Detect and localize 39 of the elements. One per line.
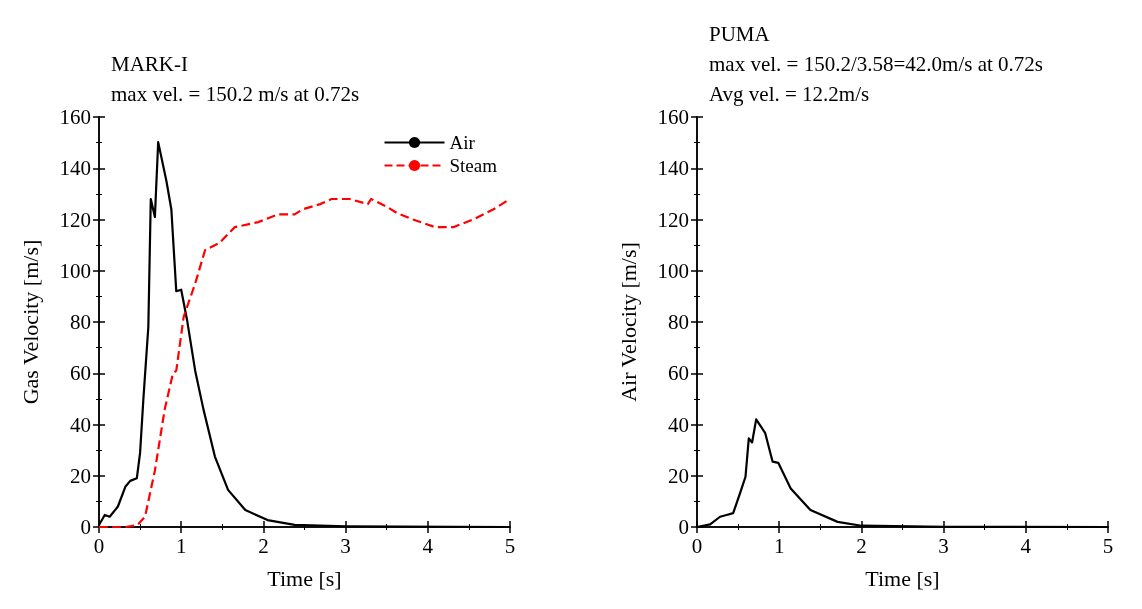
y-tick-label: 140 <box>59 156 91 181</box>
y-tick-label: 40 <box>668 412 689 437</box>
text: Avg vel. = 12.2m/s <box>709 81 870 106</box>
chart-title: MARK-I <box>111 51 188 76</box>
y-tick-label: 20 <box>70 463 91 488</box>
y-tick-label: 20 <box>668 463 689 488</box>
chart-title: PUMA <box>709 21 771 46</box>
y-tick-label: 60 <box>668 361 689 386</box>
x-tick-label: 2 <box>258 533 269 558</box>
x-tick-label: 5 <box>1102 533 1114 558</box>
y-tick-label: 0 <box>80 515 91 539</box>
x-tick-label: 1 <box>773 533 785 558</box>
y-tick-label: 100 <box>59 258 91 283</box>
x-axis-title: Time [s] <box>865 565 940 591</box>
x-tick-label: 3 <box>938 533 949 558</box>
y-axis-title: Gas Velocity [m/s] <box>17 239 43 405</box>
y-tick-label: 100 <box>657 258 689 283</box>
x-tick-label: 5 <box>504 533 516 558</box>
y-axis-title: Air Velocity [m/s] <box>615 242 641 402</box>
y-tick-label: 120 <box>59 207 91 232</box>
x-tick-label: 3 <box>340 533 351 558</box>
x-tick-label: 4 <box>422 533 434 558</box>
y-tick-label: 0 <box>678 515 689 539</box>
legend-label: Air <box>449 132 476 153</box>
x-tick-label: 2 <box>856 533 867 558</box>
y-tick-label: 80 <box>668 310 689 334</box>
y-tick-label: 120 <box>657 207 689 232</box>
y-tick-label: 80 <box>70 310 91 334</box>
legend-label: Steam <box>449 155 498 176</box>
x-axis-title: Time [s] <box>267 565 342 591</box>
x-tick-label: 4 <box>1020 533 1032 558</box>
text: max vel. = 150.2/3.58=42.0m/s at 0.72s <box>709 51 1044 76</box>
y-tick-label: 60 <box>70 361 91 386</box>
chart-subtitle: max vel. = 150.2 m/s at 0.72s <box>111 81 360 106</box>
y-tick-label: 40 <box>70 412 91 437</box>
y-tick-label: 160 <box>657 105 689 129</box>
y-tick-label: 160 <box>59 105 91 129</box>
y-tick-label: 140 <box>657 156 689 181</box>
x-tick-label: 1 <box>175 533 187 558</box>
